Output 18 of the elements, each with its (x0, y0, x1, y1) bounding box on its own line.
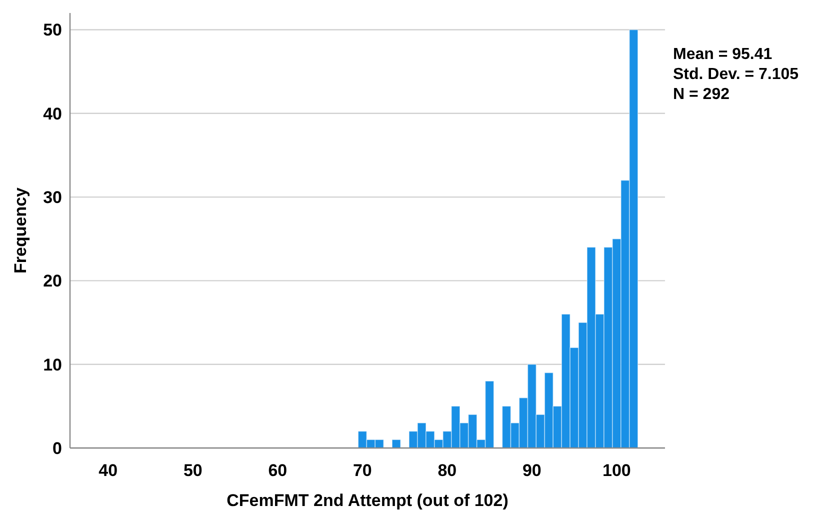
x-tick-label: 60 (268, 461, 288, 480)
y-axis-title: Frequency (11, 186, 30, 274)
y-tick-label: 10 (43, 355, 62, 374)
y-tick-label: 0 (52, 438, 62, 458)
x-tick-label: 40 (98, 461, 118, 480)
y-tick-label: 50 (43, 20, 62, 40)
x-tick-label: 50 (183, 461, 202, 480)
x-tick-label: 70 (352, 461, 372, 480)
x-axis-title: CFemFMT 2nd Attempt (out of 102) (226, 491, 508, 510)
text: Std. Dev. = 7.105 (673, 66, 799, 83)
x-tick-label: 80 (438, 461, 457, 480)
text: N = 292 (673, 86, 730, 103)
y-tick-label: 20 (43, 272, 62, 291)
y-tick-label: 30 (43, 188, 62, 207)
y-tick-label: 40 (43, 104, 62, 124)
text: Mean = 95.41 (673, 46, 772, 63)
x-tick-label: 90 (522, 461, 542, 480)
x-tick-label: 100 (602, 461, 631, 480)
